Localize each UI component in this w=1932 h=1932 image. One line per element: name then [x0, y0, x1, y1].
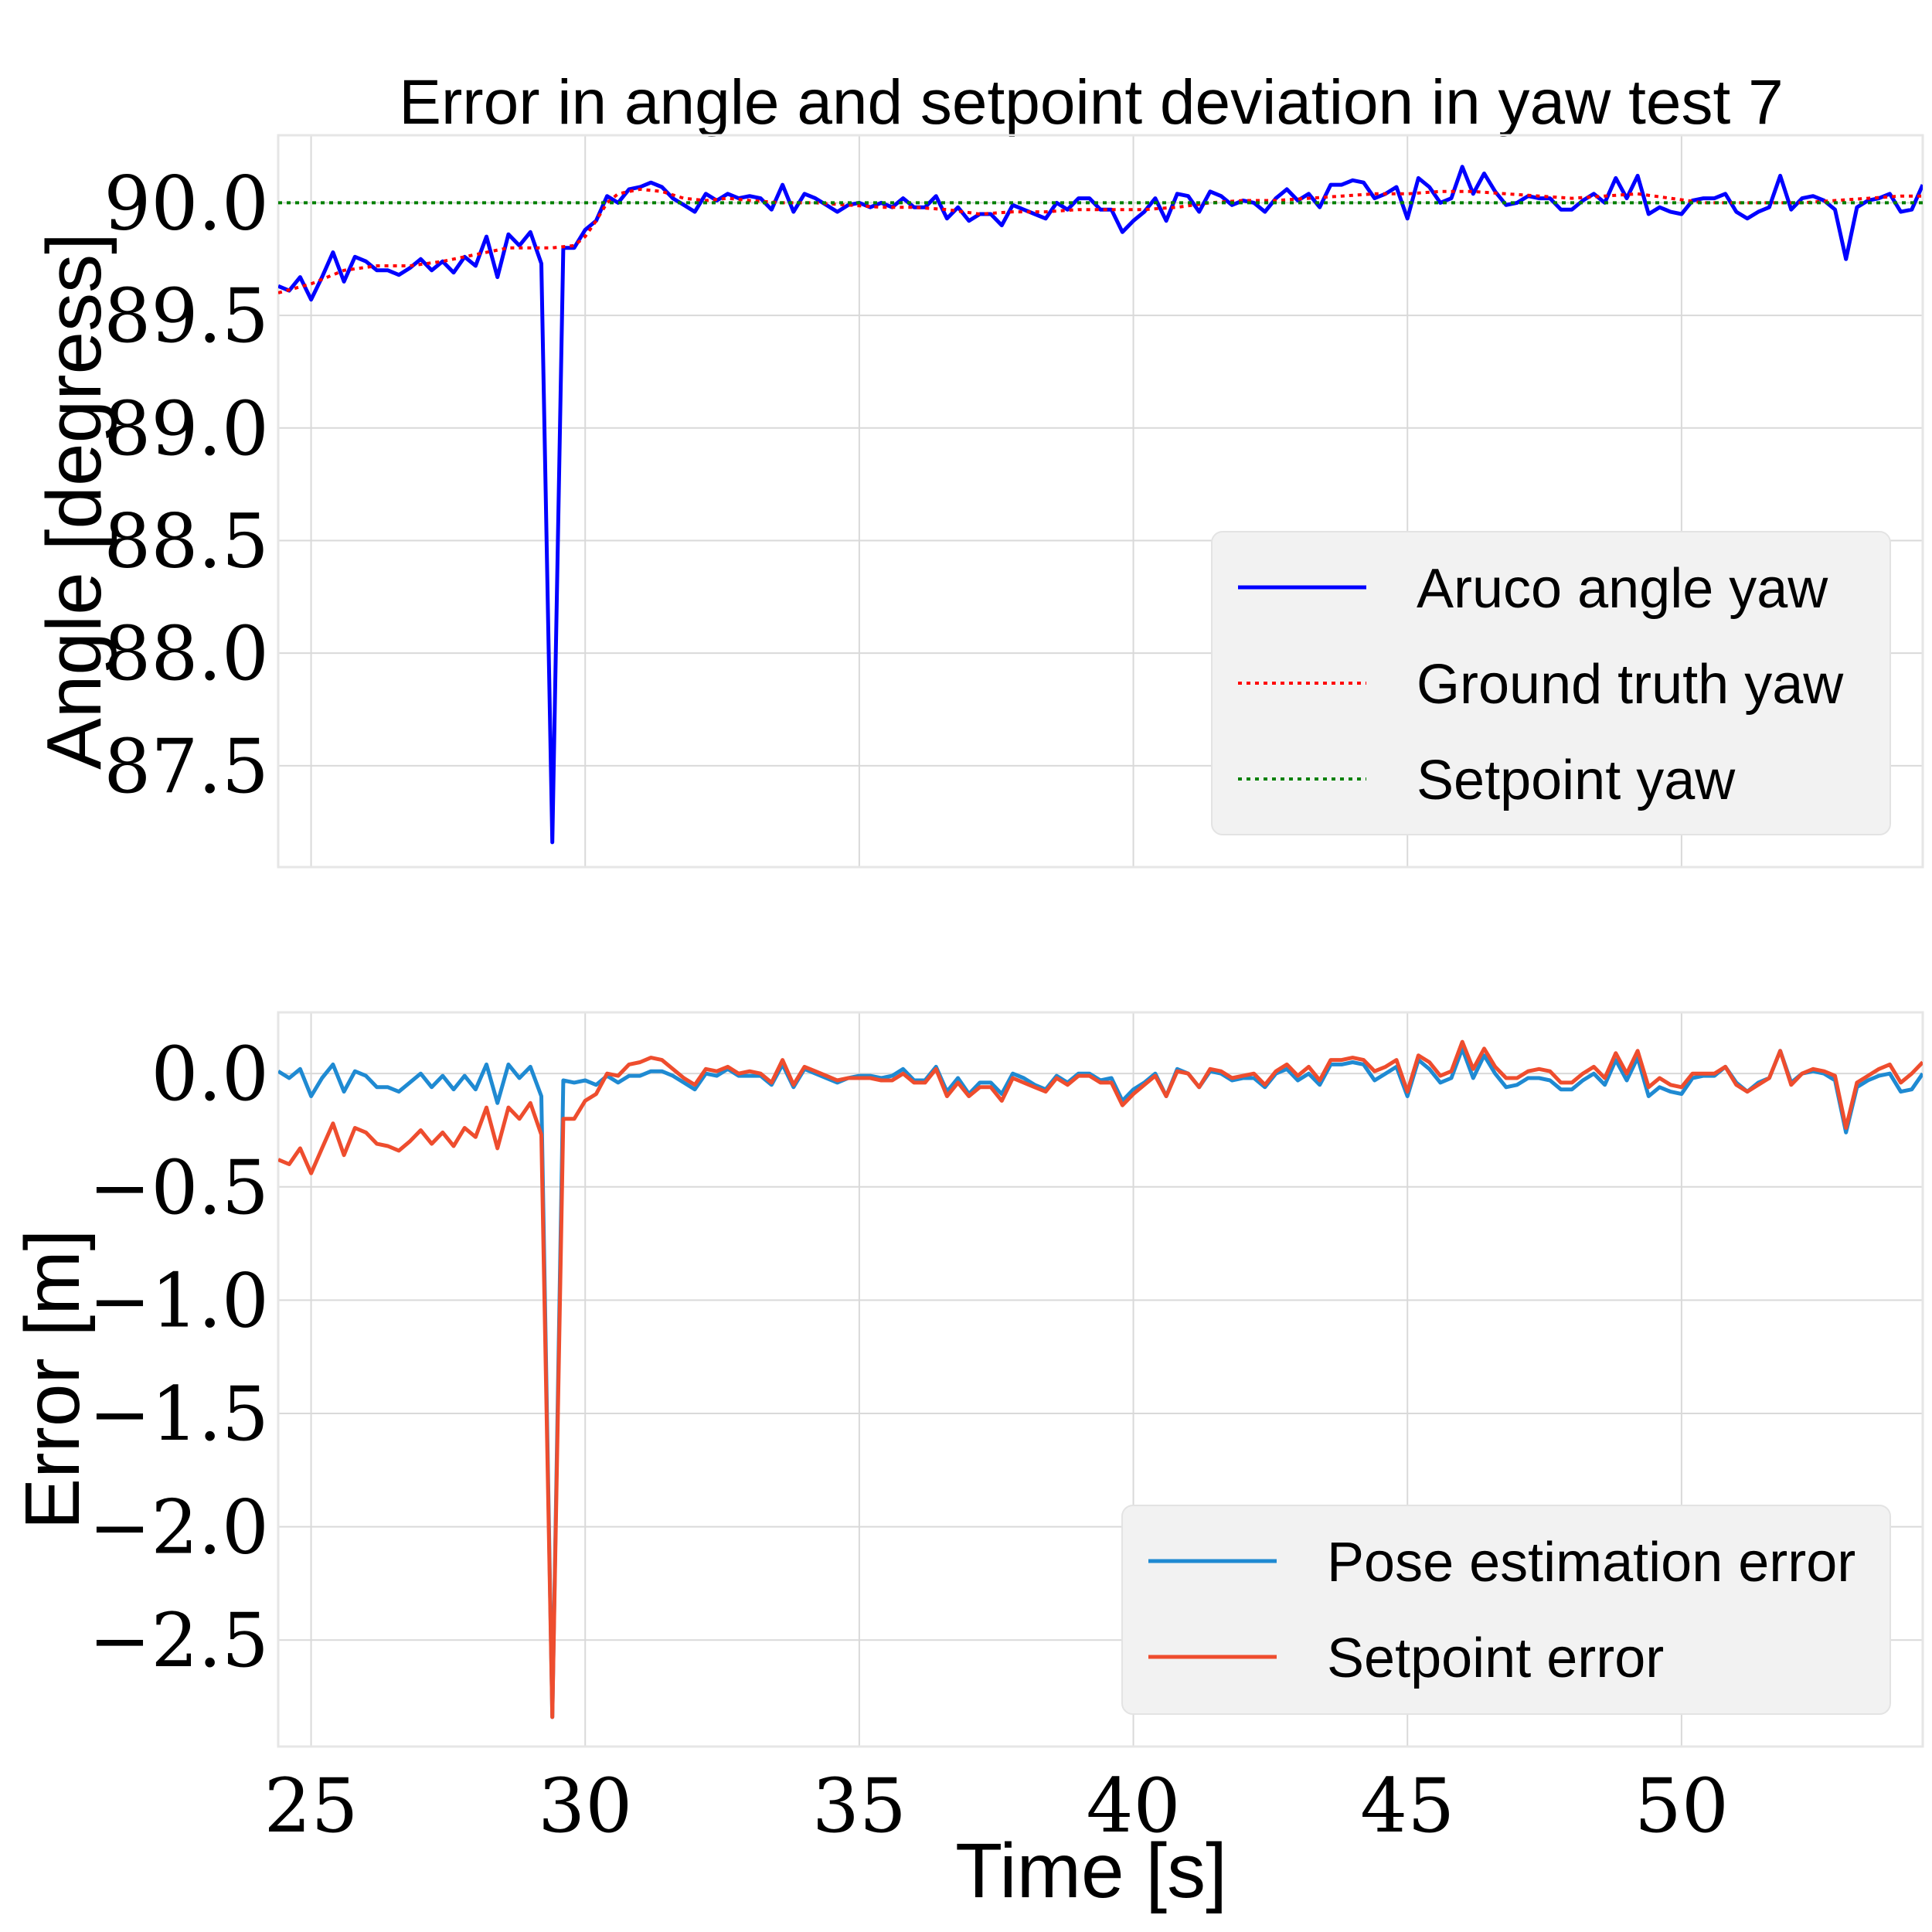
y-tick-label: 88.5	[104, 498, 269, 584]
x-tick-label: 25	[264, 1763, 358, 1849]
subplot-error: −2.5 −2.0 −1.5 −1.0 −0.5 0.0 25 30 35 40 45 50 Error…	[9, 1011, 1924, 1849]
y-tick-label: −2.0	[89, 1485, 269, 1571]
y-tick-label: −2.5	[89, 1597, 269, 1684]
y-tick-label: 0.0	[151, 1031, 269, 1117]
series-line-ground-truth-yaw	[278, 187, 1923, 294]
y-tick-label: 87.5	[104, 723, 269, 810]
x-tick-label: 35	[812, 1763, 906, 1849]
x-tick-label: 40	[1086, 1763, 1180, 1849]
series-line-aruco-angle-yaw	[278, 165, 1923, 845]
plot-frame	[277, 134, 1924, 869]
y-tick-label: 90.0	[104, 160, 269, 247]
x-tick-label: 50	[1634, 1763, 1729, 1849]
x-axis-label: Time [s]	[955, 1828, 1227, 1914]
series-line-setpoint-error	[278, 1039, 1923, 1719]
y-tick-label: −1.0	[89, 1257, 269, 1344]
x-tick-label: 45	[1360, 1763, 1454, 1849]
x-tick-label: 30	[538, 1763, 632, 1849]
y-tick-label: 89.0	[104, 386, 269, 472]
legend-box	[1211, 531, 1891, 835]
series-group	[278, 165, 1923, 845]
legend-label: Aruco angle yaw	[1417, 558, 1828, 620]
y-axis-label: Error [m]	[9, 1230, 96, 1530]
y-axis-label: Angle [degress]	[31, 233, 117, 770]
legend-label: Setpoint yaw	[1417, 750, 1736, 811]
y-tick-label: −1.5	[89, 1371, 269, 1458]
y-tick-label: 89.5	[104, 273, 269, 359]
chart-title: Error in angle and setpoint deviation in…	[399, 67, 1783, 138]
plot-frame	[277, 1011, 1924, 1748]
legend: Aruco angle yaw Ground truth yaw Setpoint …	[1211, 531, 1891, 835]
legend: Pose estimation error Setpoint error	[1121, 1505, 1891, 1715]
y-tick-label: −0.5	[89, 1145, 269, 1231]
legend-label: Ground truth yaw	[1417, 654, 1844, 716]
legend-label: Setpoint error	[1327, 1628, 1664, 1689]
legend-label: Pose estimation error	[1327, 1532, 1855, 1594]
y-tick-label: 88.0	[104, 611, 269, 697]
series-group	[278, 1039, 1923, 1719]
legend-box	[1121, 1505, 1891, 1715]
